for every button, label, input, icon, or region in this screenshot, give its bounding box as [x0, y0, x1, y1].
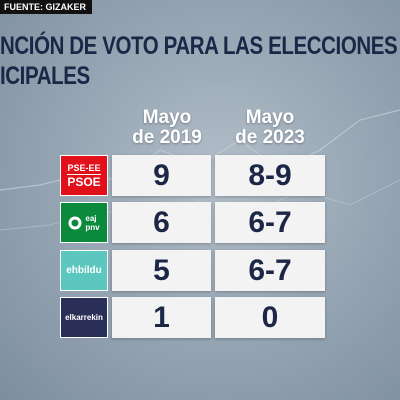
title-line: ICIPALES: [0, 62, 90, 90]
logo-text: elkarrekin: [65, 313, 103, 322]
column-header: Mayo de 2023: [215, 108, 325, 148]
table-cell: 1: [112, 297, 211, 338]
table-cell: 6-7: [215, 202, 325, 243]
party-logo: eaj pnv: [60, 202, 108, 243]
logo-text: pnv: [85, 222, 100, 232]
table-cell: 8-9: [215, 155, 325, 196]
logo-text: PSOE: [67, 174, 101, 189]
column-header-line: Mayo: [142, 107, 192, 128]
table-cell: 0: [215, 297, 325, 338]
table-cell: 6-7: [215, 250, 325, 291]
logo-text: PSE-EE: [67, 162, 101, 175]
logo-text: eaj: [85, 213, 97, 223]
source-label: FUENTE: GIZAKER: [0, 0, 92, 14]
party-logo: ehbildu: [60, 250, 108, 291]
logo-icon: [68, 216, 82, 229]
table-cell: 5: [112, 250, 211, 291]
column-header-line: de 2019: [132, 127, 202, 148]
logo-text-group: eaj pnv: [85, 214, 99, 232]
party-logo: PSE-EE PSOE: [60, 155, 108, 196]
column-header-line: Mayo: [245, 107, 295, 128]
logo-text: ehbildu: [66, 265, 102, 276]
party-logo: elkarrekin: [60, 297, 108, 338]
column-header: Mayo de 2019: [112, 108, 222, 148]
column-header-line: de 2023: [235, 127, 305, 148]
table-cell: 6: [112, 202, 211, 243]
table-cell: 9: [112, 155, 211, 196]
title-line: NCIÓN DE VOTO PARA LAS ELECCIONES: [0, 32, 398, 60]
